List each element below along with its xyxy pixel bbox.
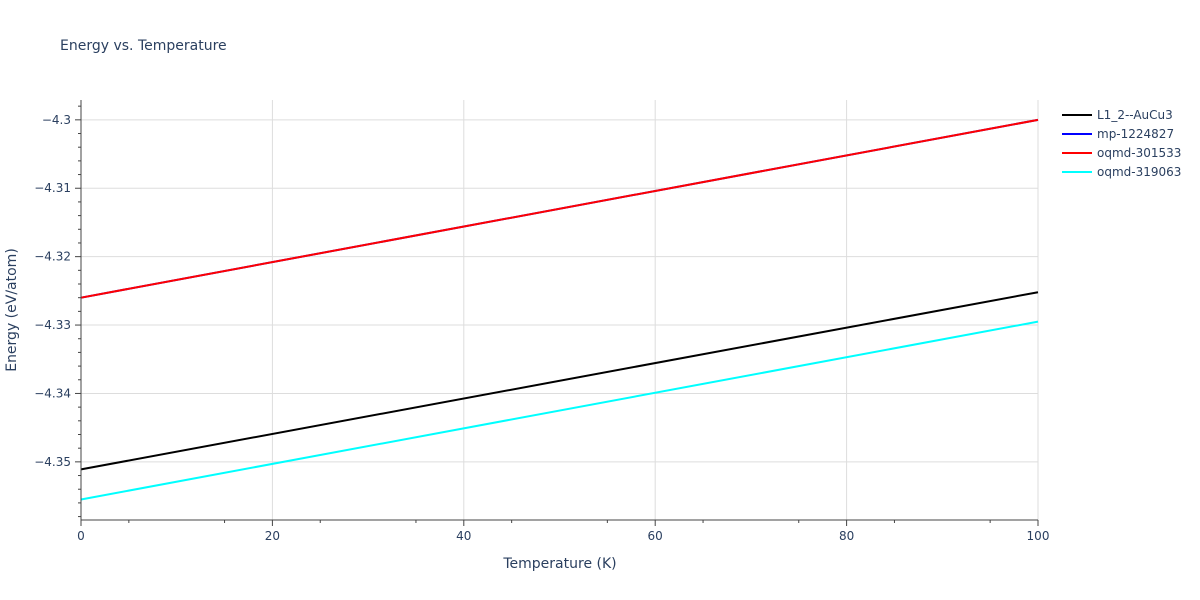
- chart-title: Energy vs. Temperature: [60, 38, 227, 54]
- x-tick-label: 100: [1027, 529, 1050, 543]
- x-tick-label: 40: [456, 529, 471, 543]
- series-line-oqmd-301533: [80, 118, 1039, 299]
- x-tick-label: 80: [839, 529, 854, 543]
- x-tick-label: 0: [77, 529, 85, 543]
- grid: [81, 100, 1039, 520]
- x-tick-label: 20: [265, 529, 280, 543]
- y-tick-label: −4.35: [34, 455, 71, 469]
- legend-label: oqmd-319063: [1097, 165, 1181, 179]
- legend-label: mp-1224827: [1097, 127, 1174, 141]
- series-line-L1_2--AuCu3: [80, 291, 1039, 471]
- x-axis-title: Temperature (K): [502, 556, 616, 572]
- legend-label: L1_2--AuCu3: [1097, 108, 1173, 122]
- y-tick-label: −4.31: [34, 181, 71, 195]
- y-tick-label: −4.32: [34, 250, 71, 264]
- series-line-oqmd-319063: [80, 320, 1039, 501]
- y-tick-label: −4.3: [42, 113, 71, 127]
- x-tick-label: 60: [648, 529, 663, 543]
- plot-area: [80, 118, 1039, 501]
- axes: 0 20 40 60 80 100 −4.3 −4.31 −4.32 −4.33 −4.34 −4.3…: [34, 100, 1049, 543]
- y-tick-label: −4.34: [34, 386, 71, 400]
- legend-label: oqmd-301533: [1097, 146, 1181, 160]
- legend: L1_2--AuCu3 mp-1224827 oqmd-301533 oqmd-319…: [1062, 108, 1181, 179]
- y-axis-title: Energy (eV/atom): [4, 248, 20, 372]
- y-tick-label: −4.33: [34, 318, 71, 332]
